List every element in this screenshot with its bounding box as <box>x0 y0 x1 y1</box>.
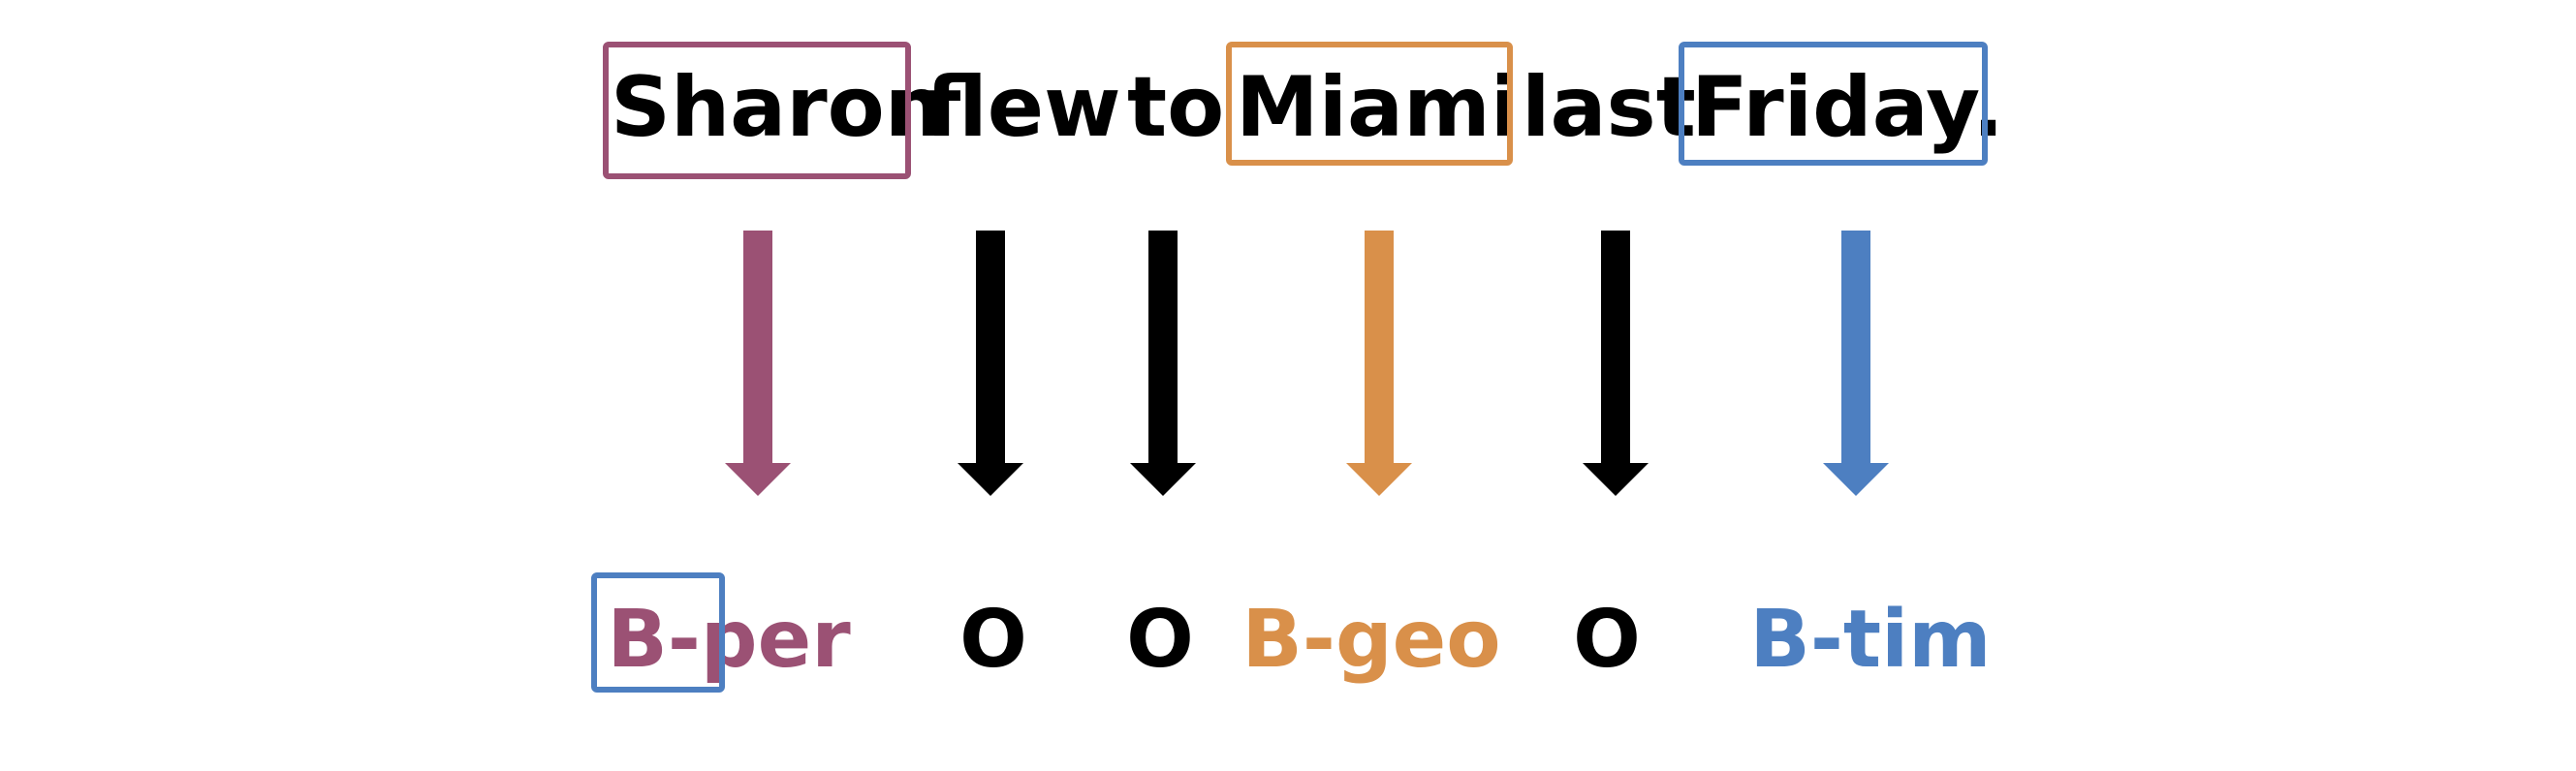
prefix-highlight-box <box>591 572 725 693</box>
arrow-2 <box>1130 231 1196 496</box>
tag-label-5: B-tim <box>1749 594 1991 686</box>
entity-box-3 <box>1226 42 1513 166</box>
arrow-4 <box>1583 231 1649 496</box>
word-5: Friday. <box>1691 59 2004 156</box>
arrow-0 <box>725 231 791 496</box>
word-4: last <box>1522 59 1696 156</box>
word-0: Sharon <box>611 59 944 156</box>
entity-box-0 <box>603 42 911 179</box>
tag-label-4: O <box>1573 594 1641 686</box>
tag-label-0: B-per <box>607 594 851 686</box>
arrow-1 <box>958 231 1023 496</box>
tag-arrows <box>725 231 1889 496</box>
entity-box-5 <box>1679 42 1988 166</box>
tag-label-3: B-geo <box>1241 594 1500 686</box>
arrow-3 <box>1346 231 1412 496</box>
tag-label-1: O <box>959 594 1027 686</box>
word-1: flew <box>926 59 1121 156</box>
tag-labels: B-per O O B-geo O B-tim <box>591 572 1992 693</box>
tag-label-2: O <box>1126 594 1194 686</box>
word-3: Miami <box>1236 59 1519 156</box>
word-2: to <box>1127 59 1224 156</box>
arrow-5 <box>1823 231 1889 496</box>
